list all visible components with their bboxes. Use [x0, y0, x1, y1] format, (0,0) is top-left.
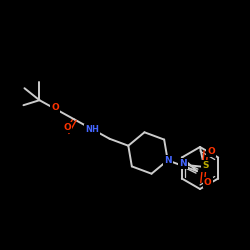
Text: N: N [164, 156, 172, 165]
Text: O: O [204, 178, 212, 187]
Text: O: O [51, 103, 59, 112]
Text: O: O [64, 123, 71, 132]
Text: O: O [207, 146, 215, 156]
Text: NH: NH [85, 124, 99, 134]
Text: N: N [179, 159, 187, 168]
Text: S: S [202, 162, 208, 170]
